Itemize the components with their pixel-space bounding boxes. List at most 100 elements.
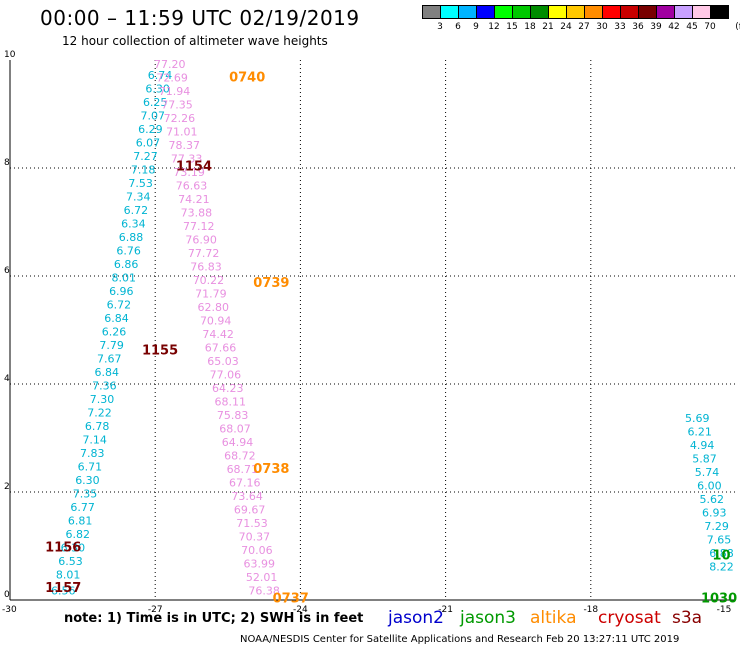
y-tick-label: 4 bbox=[4, 374, 10, 384]
wave-height-label: 63.99 bbox=[244, 558, 276, 571]
wave-height-label: 74.42 bbox=[202, 328, 234, 341]
wave-height-label: 64.94 bbox=[222, 436, 254, 449]
wave-height-label: 71.79 bbox=[195, 288, 227, 301]
wave-height-label: 68.11 bbox=[214, 396, 246, 409]
wave-height-label: 77.20 bbox=[154, 58, 186, 71]
page-subtitle: 12 hour collection of altimeter wave hei… bbox=[62, 34, 328, 48]
wave-height-label: 6.93 bbox=[702, 506, 727, 519]
credit-line: NOAA/NESDIS Center for Satellite Applica… bbox=[240, 634, 680, 645]
legend-label: 42 bbox=[668, 22, 680, 32]
satellite-jason3: jason3 bbox=[460, 608, 516, 628]
wave-height-label: 62.80 bbox=[198, 301, 230, 314]
wave-height-label: 6.72 bbox=[107, 298, 132, 311]
wave-height-label: 7.27 bbox=[133, 150, 158, 163]
wave-height-label: 6.86 bbox=[114, 258, 139, 271]
wave-height-label: 6.78 bbox=[85, 420, 110, 433]
wave-height-label: 70.37 bbox=[239, 531, 271, 544]
wave-height-label: 68.07 bbox=[219, 423, 251, 436]
x-tick-label: -27 bbox=[148, 605, 163, 615]
wave-height-label: 6.81 bbox=[68, 514, 93, 527]
legend-label: 36 bbox=[632, 22, 644, 32]
legend-label: 24 bbox=[560, 22, 572, 32]
wave-height-label: 6.00 bbox=[697, 479, 722, 492]
wave-height-label: 7.65 bbox=[707, 533, 732, 546]
wave-height-label: 77.33 bbox=[171, 153, 203, 166]
wave-height-label: 70.22 bbox=[193, 274, 225, 287]
page-title: 00:00 – 11:59 UTC 02/19/2019 bbox=[40, 6, 360, 30]
x-tick-label: -15 bbox=[717, 605, 732, 615]
wave-height-label: 76.63 bbox=[176, 180, 208, 193]
wave-height-label: 7.34 bbox=[126, 190, 151, 203]
wave-height-label: 72.26 bbox=[164, 112, 196, 125]
legend-label: 30 bbox=[596, 22, 608, 32]
legend-label: 39 bbox=[650, 22, 662, 32]
legend-unit: (ft) bbox=[735, 22, 740, 32]
wave-height-label: 6.77 bbox=[70, 501, 95, 514]
legend-label: 12 bbox=[488, 22, 500, 32]
legend-label: 70 bbox=[704, 22, 716, 32]
wave-height-label: 77.35 bbox=[161, 99, 193, 112]
wave-height-label: 75.83 bbox=[217, 409, 249, 422]
pass-time-label: 10 bbox=[712, 549, 730, 564]
y-tick-label: 10 bbox=[4, 50, 16, 60]
wave-height-label: 78.37 bbox=[168, 139, 200, 152]
wave-height-label: 77.06 bbox=[210, 369, 242, 382]
wave-height-label: 6.30 bbox=[75, 474, 100, 487]
x-tick-label: -21 bbox=[438, 605, 453, 615]
wave-height-label: 6.53 bbox=[58, 555, 83, 568]
y-tick-label: 8 bbox=[4, 158, 10, 168]
wave-height-label: 5.87 bbox=[692, 452, 717, 465]
x-tick-label: -24 bbox=[293, 605, 308, 615]
pass-time-label: 1154 bbox=[176, 160, 212, 175]
wave-height-label: 7.83 bbox=[80, 447, 105, 460]
y-tick-label: 2 bbox=[4, 482, 10, 492]
wave-height-label: 7.07 bbox=[141, 109, 166, 122]
wave-height-label: 77.12 bbox=[183, 220, 215, 233]
wave-height-label: 6.76 bbox=[116, 244, 141, 257]
wave-height-label: 67.66 bbox=[205, 342, 237, 355]
wave-height-label: 69.67 bbox=[234, 504, 266, 517]
wave-height-label: 73.64 bbox=[231, 490, 263, 503]
legend-label: 9 bbox=[473, 22, 479, 32]
pass-time-label: 0738 bbox=[253, 462, 289, 477]
wave-height-label: 6.30 bbox=[145, 82, 170, 95]
wave-height-label: 74.21 bbox=[178, 193, 210, 206]
wave-height-label: 8.22 bbox=[709, 560, 734, 573]
wave-height-label: 77.72 bbox=[188, 247, 220, 260]
wave-height-label: 6.29 bbox=[138, 123, 163, 136]
wave-height-label: 6.26 bbox=[102, 325, 127, 338]
legend-label: 15 bbox=[506, 22, 518, 32]
pass-time-label: 0740 bbox=[229, 71, 265, 86]
footer-note: note: 1) Time is in UTC; 2) SWH is in fe… bbox=[64, 611, 364, 626]
wave-height-label: 6.25 bbox=[143, 96, 168, 109]
wave-height-label: 5.62 bbox=[700, 493, 725, 506]
wave-height-label: 6.82 bbox=[66, 528, 91, 541]
wave-height-label: 7.29 bbox=[704, 520, 729, 533]
wave-height-label: 7.22 bbox=[87, 406, 112, 419]
wave-height-label: 71.94 bbox=[159, 85, 191, 98]
wave-height-label: 7.14 bbox=[82, 433, 107, 446]
legend-label: 21 bbox=[542, 22, 554, 32]
legend-label: 6 bbox=[455, 22, 461, 32]
wave-height-label: 6.74 bbox=[148, 69, 173, 82]
satellite-s3a: s3a bbox=[672, 608, 703, 628]
wave-height-label: 64.23 bbox=[212, 382, 244, 395]
y-tick-label: 6 bbox=[4, 266, 10, 276]
wave-height-label: 76.38 bbox=[248, 585, 280, 598]
pass-time-label: 0737 bbox=[273, 592, 309, 607]
satellite-jason2: jason2 bbox=[388, 608, 444, 628]
wave-height-label: 6.84 bbox=[104, 312, 129, 325]
wave-height-label: 76.83 bbox=[190, 261, 222, 274]
legend-label: 33 bbox=[614, 22, 626, 32]
wave-height-label: 70.94 bbox=[200, 315, 232, 328]
wave-height-label: 65.03 bbox=[207, 355, 239, 368]
wave-height-label: 73.88 bbox=[181, 207, 213, 220]
wave-height-label: 7.18 bbox=[131, 163, 156, 176]
wave-height-label: 6.88 bbox=[119, 231, 144, 244]
wave-height-label: 7.30 bbox=[90, 393, 115, 406]
wave-height-label: 76.90 bbox=[185, 234, 217, 247]
wave-height-label: 6.07 bbox=[136, 136, 161, 149]
satellite-altika: altika bbox=[530, 608, 577, 628]
wave-height-label: 73.19 bbox=[173, 166, 205, 179]
